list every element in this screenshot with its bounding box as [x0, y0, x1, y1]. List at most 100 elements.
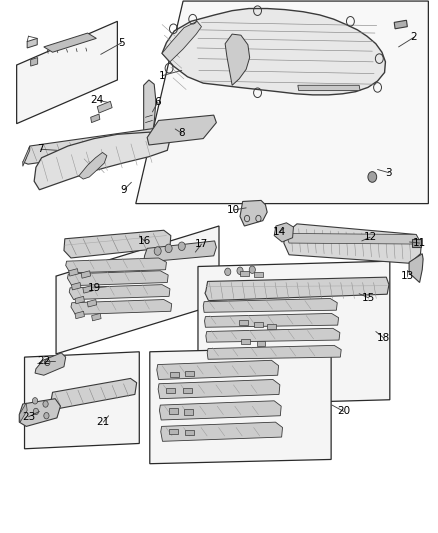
- Polygon shape: [50, 378, 137, 409]
- Circle shape: [154, 247, 161, 255]
- Circle shape: [249, 266, 255, 273]
- Bar: [254, 272, 263, 277]
- Bar: [92, 313, 101, 321]
- Polygon shape: [23, 146, 30, 166]
- Polygon shape: [144, 80, 156, 139]
- Polygon shape: [409, 254, 423, 282]
- Text: 17: 17: [195, 239, 208, 249]
- Text: 24: 24: [91, 95, 104, 105]
- Polygon shape: [19, 403, 27, 422]
- Bar: [254, 322, 263, 327]
- Polygon shape: [144, 241, 216, 262]
- Polygon shape: [31, 58, 38, 66]
- Text: 13: 13: [401, 271, 414, 281]
- Text: 8: 8: [178, 128, 185, 138]
- Circle shape: [32, 398, 38, 404]
- Bar: [257, 341, 265, 346]
- Polygon shape: [284, 224, 421, 263]
- Polygon shape: [97, 101, 112, 113]
- Text: 9: 9: [120, 185, 127, 195]
- Text: 18: 18: [377, 333, 390, 343]
- Bar: [83, 286, 92, 293]
- Text: 23: 23: [22, 412, 35, 422]
- Polygon shape: [66, 258, 166, 273]
- Bar: [169, 408, 178, 414]
- Polygon shape: [162, 21, 201, 62]
- Circle shape: [225, 268, 231, 276]
- Polygon shape: [206, 328, 340, 342]
- Circle shape: [165, 244, 172, 253]
- Polygon shape: [19, 399, 60, 426]
- Polygon shape: [91, 114, 100, 123]
- Polygon shape: [150, 348, 331, 464]
- Bar: [87, 300, 97, 307]
- Polygon shape: [44, 33, 96, 52]
- Polygon shape: [27, 38, 37, 48]
- Text: 22: 22: [37, 357, 50, 366]
- Polygon shape: [205, 277, 389, 301]
- Bar: [75, 311, 85, 319]
- Polygon shape: [394, 20, 407, 29]
- Text: 7: 7: [37, 144, 44, 154]
- Polygon shape: [67, 271, 168, 286]
- Bar: [240, 271, 249, 276]
- Text: 16: 16: [138, 236, 151, 246]
- Bar: [166, 388, 175, 393]
- Polygon shape: [158, 379, 280, 399]
- Polygon shape: [17, 21, 117, 124]
- Polygon shape: [205, 313, 339, 327]
- Circle shape: [178, 242, 185, 251]
- Text: 2: 2: [410, 33, 417, 42]
- Polygon shape: [157, 360, 279, 379]
- Bar: [81, 271, 91, 278]
- Text: 12: 12: [364, 232, 377, 242]
- Text: 15: 15: [362, 293, 375, 303]
- Bar: [185, 430, 194, 435]
- Bar: [412, 239, 421, 247]
- Circle shape: [237, 267, 243, 274]
- Text: 20: 20: [337, 407, 350, 416]
- Polygon shape: [136, 1, 428, 204]
- Text: 1: 1: [159, 71, 166, 80]
- Polygon shape: [240, 200, 267, 226]
- Polygon shape: [25, 352, 139, 449]
- Bar: [75, 296, 85, 304]
- Polygon shape: [161, 422, 283, 441]
- Text: 6: 6: [154, 98, 161, 107]
- Text: 5: 5: [118, 38, 125, 47]
- Bar: [185, 371, 194, 376]
- Polygon shape: [71, 300, 172, 314]
- Bar: [184, 409, 193, 415]
- Polygon shape: [298, 85, 360, 91]
- Bar: [267, 324, 276, 329]
- Polygon shape: [203, 298, 337, 312]
- Polygon shape: [23, 128, 166, 164]
- Circle shape: [43, 401, 48, 407]
- Bar: [169, 429, 178, 434]
- Polygon shape: [56, 226, 219, 354]
- Text: 11: 11: [413, 238, 426, 248]
- Polygon shape: [69, 285, 170, 300]
- Polygon shape: [286, 233, 421, 244]
- Polygon shape: [64, 230, 171, 258]
- Text: 10: 10: [227, 205, 240, 215]
- Bar: [71, 282, 81, 290]
- Circle shape: [44, 413, 49, 419]
- Bar: [69, 269, 78, 276]
- Bar: [239, 320, 248, 325]
- Polygon shape: [159, 401, 281, 420]
- Polygon shape: [274, 223, 293, 242]
- Polygon shape: [147, 115, 216, 145]
- Bar: [241, 339, 250, 344]
- Circle shape: [368, 172, 377, 182]
- Polygon shape: [79, 152, 107, 179]
- Bar: [183, 388, 192, 393]
- Text: 19: 19: [88, 283, 101, 293]
- Circle shape: [33, 408, 39, 415]
- Text: 21: 21: [97, 417, 110, 427]
- Text: 3: 3: [385, 168, 392, 177]
- Bar: [170, 372, 179, 377]
- Polygon shape: [198, 261, 390, 405]
- Polygon shape: [162, 9, 385, 95]
- Polygon shape: [207, 345, 341, 359]
